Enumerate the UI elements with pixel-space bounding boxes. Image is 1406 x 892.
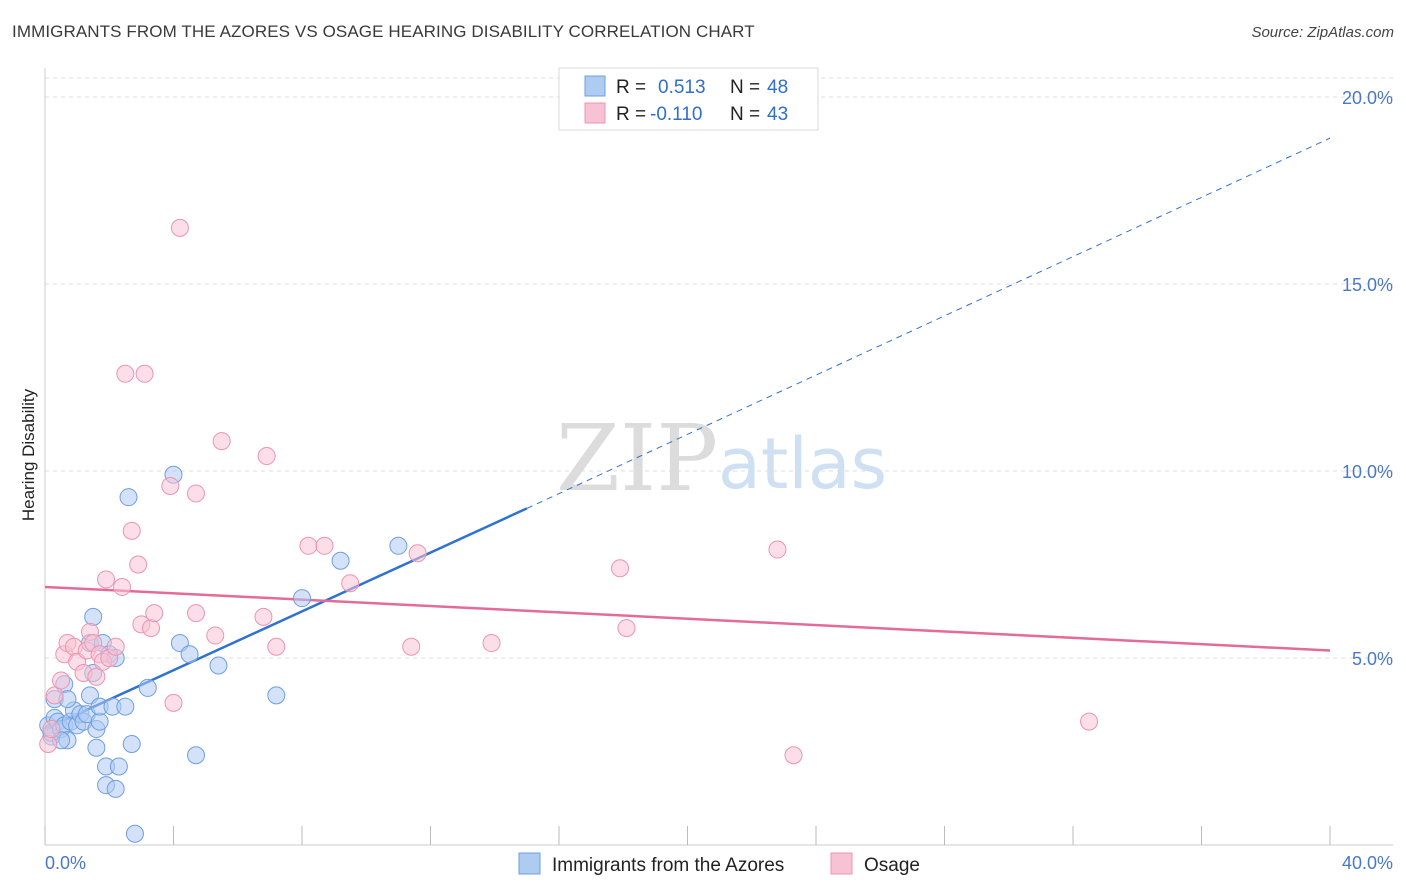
point-azores [209,656,228,675]
point-osage [113,577,132,596]
point-osage [299,536,318,555]
source-credit: Source: ZipAtlas.com [1251,24,1394,41]
point-osage [122,521,141,540]
legend-n-value-pink: 43 [767,104,788,125]
x-tick-label: 0.0% [45,853,86,873]
point-osage [267,637,286,656]
point-azores [90,712,109,731]
point-osage [87,667,106,686]
y-tick-label: 20.0% [1342,88,1393,108]
point-azores [116,697,135,716]
point-azores [109,757,128,776]
y-axis-label: Hearing Disability [19,388,38,521]
point-osage [408,544,427,563]
bottom-legend: Immigrants from the Azores Osage [518,852,920,876]
point-osage [611,559,630,578]
point-azores [119,488,138,507]
point-osage [97,570,116,589]
legend-n-label-blue: N = [730,77,760,98]
point-azores [84,607,103,626]
trend-lines [44,137,1331,731]
top-legend: R = 0.513 N = 48 R = -0.110 N = 43 [558,67,819,131]
point-osage [186,484,205,503]
point-osage [39,735,58,754]
watermark-zip: ZIP [556,405,718,512]
bottom-legend-label-pink: Osage [864,855,920,876]
legend-r-label-pink: R = [616,104,646,125]
legend-n-label-pink: N = [730,104,760,125]
point-azores [87,738,106,757]
point-osage [341,574,360,593]
point-osage [106,637,125,656]
point-azores [122,735,141,754]
legend-swatch-pink [584,102,606,124]
point-azores [106,779,125,798]
point-osage [482,634,501,653]
point-osage [402,637,421,656]
point-osage [315,536,334,555]
point-osage [206,626,225,645]
point-osage [186,604,205,623]
point-osage [42,720,61,739]
point-osage [257,447,276,466]
point-osage [142,619,161,638]
point-osage [212,432,231,451]
legend-r-label-blue: R = [616,77,646,98]
bottom-legend-swatch-blue [518,852,541,875]
point-osage [1080,712,1099,731]
bottom-legend-swatch-pink [830,852,853,875]
legend-swatch-blue [584,75,606,97]
point-osage [768,540,787,559]
y-tick-label: 10.0% [1342,462,1393,482]
grid-lines [45,77,1393,659]
point-azores [293,589,311,608]
point-osage [164,693,183,712]
point-osage [617,619,636,638]
point-osage [52,671,71,690]
point-osage [784,746,803,765]
point-azores [180,645,199,664]
watermark-atlas: atlas [718,423,887,505]
axes [44,68,1393,846]
point-osage [135,364,154,383]
point-azores [186,746,205,765]
point-osage [254,607,273,626]
watermark: ZIP atlas [556,405,887,512]
point-osage [116,364,135,383]
trend-line-azores-extension [526,137,1331,509]
y-tick-label: 5.0% [1352,649,1393,669]
point-osage [129,555,148,574]
point-osage [145,604,164,623]
point-azores [138,678,157,697]
x-tick-label: 40.0% [1342,853,1393,873]
trend-line-osage [44,585,1331,652]
tick-labels: 5.0% 10.0% 15.0% 20.0% 0.0% 40.0% [45,88,1393,873]
legend-n-value-blue: 48 [767,77,788,98]
point-osage [170,218,189,237]
data-points [39,218,1099,843]
point-azores [125,824,144,843]
legend-r-value-pink: -0.110 [650,104,702,125]
point-azores [331,551,350,570]
point-azores [389,536,408,555]
point-osage [161,476,180,495]
legend-r-value-blue: 0.513 [658,77,706,98]
point-osage [45,686,64,705]
trend-line-azores [44,507,528,731]
point-azores [267,686,286,705]
chart-title: IMMIGRANTS FROM THE AZORES VS OSAGE HEAR… [12,22,755,41]
bottom-legend-label-blue: Immigrants from the Azores [552,855,784,876]
y-tick-label: 15.0% [1342,275,1393,295]
